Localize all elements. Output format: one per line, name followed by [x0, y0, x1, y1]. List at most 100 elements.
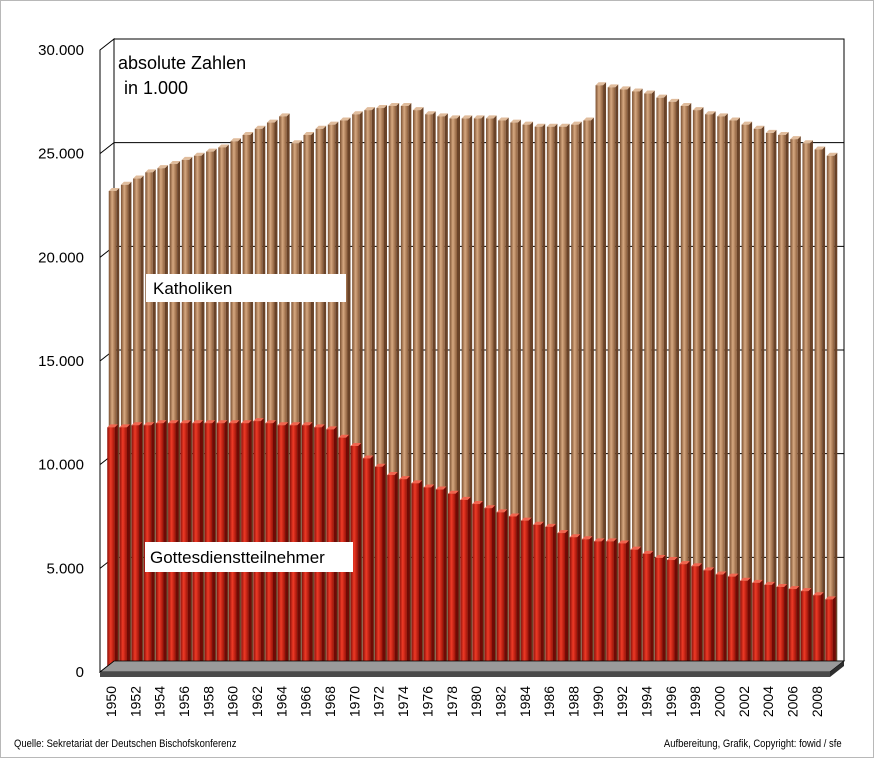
bar-gottesdienstteilnehmer-top	[131, 422, 143, 426]
bar-katholiken	[741, 124, 750, 672]
x-tick-label: 2000	[712, 686, 728, 717]
bar-gottesdienstteilnehmer-top	[715, 571, 727, 575]
bar-gottesdienstteilnehmer	[472, 504, 480, 672]
y-tick-label: 5.000	[46, 560, 84, 577]
bar-katholiken-top	[644, 90, 655, 94]
bar-katholiken-top	[145, 169, 156, 173]
bar-katholiken	[632, 91, 640, 672]
bar-katholiken	[303, 135, 311, 673]
bar-gottesdienstteilnehmer	[788, 589, 797, 672]
x-tick-label: 1954	[152, 686, 168, 717]
bar-katholiken	[680, 105, 689, 673]
bar-gottesdienstteilnehmer-top	[521, 517, 532, 521]
bar-katholiken-top	[254, 125, 266, 129]
bar-gottesdienstteilnehmer-top	[180, 420, 191, 424]
bar-gottesdienstteilnehmer-top	[630, 546, 642, 550]
bar-katholiken	[778, 135, 786, 673]
bar-gottesdienstteilnehmer	[642, 553, 651, 672]
source-note: Quelle: Sekretariat der Deutschen Bischo…	[14, 738, 237, 750]
bar-katholiken	[145, 172, 153, 672]
bar-gottesdienstteilnehmer-top	[143, 422, 155, 426]
bar-gottesdienstteilnehmer	[581, 539, 590, 672]
bar-gottesdienstteilnehmer	[460, 499, 468, 672]
bar-gottesdienstteilnehmer-top	[727, 573, 739, 577]
bar-gottesdienstteilnehmer-side	[114, 424, 118, 672]
bar-katholiken-top	[473, 115, 485, 119]
bar-gottesdienstteilnehmer-side	[832, 596, 836, 672]
bar-gottesdienstteilnehmer	[654, 557, 663, 672]
bar-gottesdienstteilnehmer	[448, 493, 456, 672]
bar-katholiken	[157, 168, 165, 672]
y-tick-label: 10.000	[38, 457, 84, 474]
bar-katholiken	[729, 120, 737, 672]
bar-gottesdienstteilnehmer	[776, 586, 785, 672]
bar-gottesdienstteilnehmer-top	[216, 420, 228, 424]
bar-katholiken	[583, 120, 591, 672]
bar-katholiken-top	[425, 111, 436, 115]
bar-gottesdienstteilnehmer-side	[577, 534, 581, 672]
bar-gottesdienstteilnehmer-side	[771, 581, 775, 672]
bar-katholiken-side	[627, 86, 631, 673]
bar-gottesdienstteilnehmer-side	[735, 573, 739, 672]
bar-katholiken	[327, 124, 336, 672]
bar-gottesdienstteilnehmer-side	[540, 521, 544, 672]
bar-gottesdienstteilnehmer-side	[126, 424, 130, 672]
bar-gottesdienstteilnehmer-top	[253, 418, 264, 422]
bar-katholiken-top	[741, 121, 753, 125]
x-tick-label: 1962	[249, 686, 265, 717]
bar-gottesdienstteilnehmer	[557, 533, 566, 672]
bar-katholiken-top	[486, 115, 497, 119]
bar-gottesdienstteilnehmer-top	[435, 486, 447, 490]
copyright-note: Aufbereitung, Grafik, Copyright: fowid /…	[664, 738, 842, 750]
bar-katholiken-side	[809, 140, 813, 673]
bar-katholiken	[790, 139, 798, 673]
bar-katholiken	[315, 128, 324, 672]
bar-gottesdienstteilnehmer-top	[618, 540, 629, 544]
bar-gottesdienstteilnehmer-top	[362, 455, 374, 459]
x-tick-label: 1990	[590, 686, 606, 717]
bar-katholiken	[461, 118, 470, 673]
bar-gottesdienstteilnehmer	[496, 512, 505, 672]
bar-katholiken	[400, 105, 409, 673]
bar-gottesdienstteilnehmer-top	[241, 420, 252, 424]
bar-gottesdienstteilnehmer-top	[691, 563, 702, 567]
bar-gottesdienstteilnehmer	[545, 526, 553, 672]
bar-gottesdienstteilnehmer-top	[107, 424, 118, 428]
y-tick-label: 20.000	[38, 249, 84, 266]
bar-katholiken-top	[339, 117, 351, 121]
bar-gottesdienstteilnehmer-top	[228, 420, 240, 424]
bar-katholiken-top	[181, 156, 193, 160]
bar-katholiken-top	[157, 165, 168, 169]
bar-gottesdienstteilnehmer-top	[508, 513, 520, 517]
bar-katholiken-side	[712, 111, 716, 673]
plot-floor-side	[830, 661, 844, 677]
x-tick-label: 1970	[346, 686, 362, 717]
bar-gottesdienstteilnehmer-top	[740, 577, 751, 581]
bar-gottesdienstteilnehmer	[825, 599, 833, 672]
bar-katholiken	[498, 120, 506, 672]
bar-katholiken	[510, 122, 518, 673]
bar-gottesdienstteilnehmer	[727, 576, 736, 672]
bar-gottesdienstteilnehmer-top	[265, 420, 276, 424]
bar-katholiken-top	[692, 107, 704, 111]
bar-katholiken-side	[749, 121, 753, 672]
bar-gottesdienstteilnehmer	[679, 564, 687, 672]
bar-katholiken-top	[571, 121, 582, 125]
bar-gottesdienstteilnehmer	[508, 516, 517, 672]
bar-gottesdienstteilnehmer-top	[667, 557, 678, 561]
x-tick-label: 1966	[298, 686, 314, 717]
series-label-gottesdienstteilnehmer: Gottesdienstteilnehmer	[150, 548, 325, 567]
bar-gottesdienstteilnehmer-side	[674, 557, 678, 672]
chart-subtitle: in 1.000	[124, 78, 188, 98]
bar-katholiken	[364, 110, 372, 673]
bar-katholiken-side	[590, 117, 594, 672]
x-tick-label: 1992	[614, 686, 630, 717]
bar-gottesdienstteilnehmer-top	[289, 422, 301, 426]
bar-katholiken-side	[785, 132, 789, 673]
bar-katholiken-top	[364, 107, 375, 111]
bar-katholiken-top	[632, 88, 643, 92]
bar-katholiken	[388, 105, 397, 673]
bar-gottesdienstteilnehmer	[606, 541, 614, 672]
bar-katholiken	[826, 155, 835, 673]
